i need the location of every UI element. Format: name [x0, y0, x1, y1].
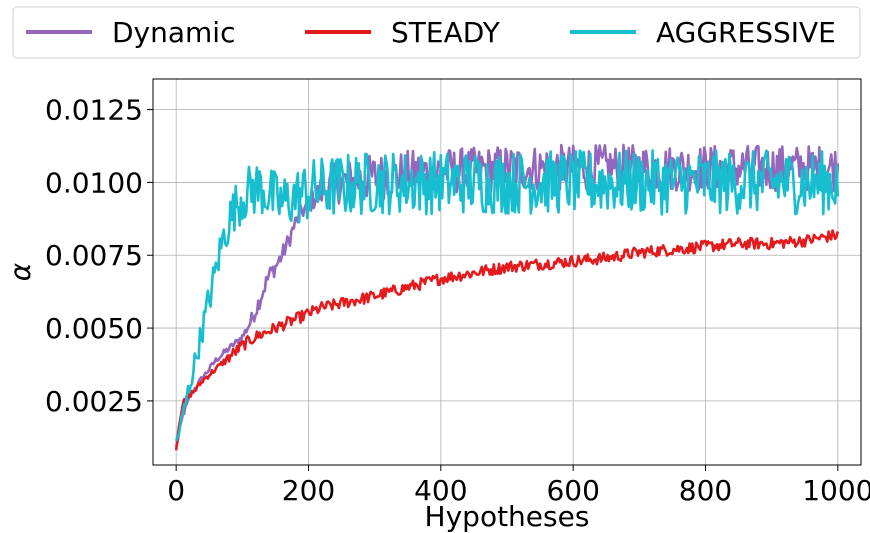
legend-label-dynamic: Dynamic — [112, 16, 235, 49]
x-tick-label: 800 — [679, 474, 732, 507]
x-tick-label: 0 — [167, 474, 185, 507]
series-line-steady — [174, 229, 840, 451]
x-tick-label: 600 — [546, 474, 599, 507]
y-tick-label: 0.0025 — [45, 385, 143, 418]
series-layer — [174, 143, 840, 451]
legend-label-steady: STEADY — [391, 16, 501, 49]
y-tick-label: 0.0050 — [45, 312, 143, 345]
x-tick-label: 1000 — [802, 474, 870, 507]
y-axis-ticks: 0.0025 0.0050 0.0075 0.0100 0.0125 — [45, 94, 153, 418]
y-tick-label: 0.0125 — [45, 94, 143, 127]
x-axis-ticks: 0 200 400 600 800 1000 — [167, 465, 870, 507]
legend-frame — [12, 6, 861, 59]
x-tick-label: 200 — [282, 474, 335, 507]
x-tick-label: 400 — [414, 474, 467, 507]
grid — [153, 79, 861, 465]
y-tick-label: 0.0100 — [45, 166, 143, 199]
series-line-aggressive — [174, 149, 840, 442]
y-axis-label: α — [4, 262, 37, 281]
y-tick-label: 0.0075 — [45, 239, 143, 272]
legend-label-aggressive: AGGRESSIVE — [656, 16, 836, 49]
plot-frame — [152, 78, 862, 466]
x-axis-label: Hypotheses — [425, 500, 590, 533]
legend: Dynamic STEADY AGGRESSIVE — [12, 6, 861, 59]
